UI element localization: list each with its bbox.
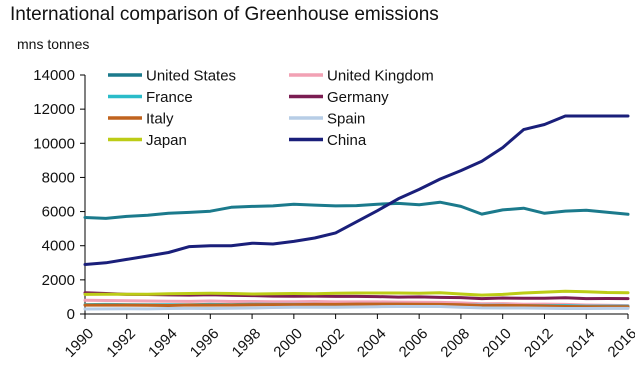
legend-item-germany: Germany: [289, 89, 389, 106]
y-tick-label: 2000: [42, 272, 75, 289]
legend-item-united-kingdom: United Kingdom: [289, 68, 434, 85]
y-tick-label: 12000: [33, 101, 75, 118]
legend-label: Italy: [146, 111, 174, 128]
y-tick-label: 8000: [42, 169, 75, 186]
legend-item-italy: Italy: [108, 111, 174, 128]
x-tick-label: 2004: [354, 325, 390, 361]
x-tick-label: 2006: [396, 325, 432, 361]
legend-label: United Kingdom: [327, 68, 434, 85]
x-tick-label: 2012: [521, 325, 557, 361]
x-tick-label: 1994: [145, 325, 181, 361]
y-tick-label: 0: [67, 306, 75, 323]
y-axis-unit-label: mns tonnes: [17, 36, 90, 52]
x-tick-label: 2008: [437, 325, 473, 361]
y-tick-label: 10000: [33, 135, 75, 152]
legend-label: China: [327, 132, 367, 149]
series-lines: [83, 114, 630, 311]
y-tick-label: 4000: [42, 238, 75, 255]
series-line-spain: [83, 305, 630, 311]
x-tick-label: 1998: [229, 325, 265, 361]
chart-title: International comparison of Greenhouse e…: [10, 4, 439, 25]
x-tick-label: 2002: [312, 325, 348, 361]
legend-item-japan: Japan: [108, 132, 187, 149]
legend-label: Spain: [327, 111, 365, 128]
x-tick-label: 2016: [605, 325, 635, 361]
legend-label: Germany: [327, 89, 389, 106]
x-tick-label: 1992: [103, 325, 139, 361]
x-tick-label: 2010: [479, 325, 515, 361]
x-tick-label: 1990: [62, 325, 98, 361]
y-tick-label: 14000: [33, 67, 75, 84]
series-line-china: [83, 114, 630, 266]
series-line-japan: [83, 289, 630, 297]
legend-label: Japan: [146, 132, 187, 149]
legend: United States United Kingdom France Germany…: [108, 68, 434, 149]
legend-item-united-states: United States: [108, 68, 236, 85]
y-tick-label: 6000: [42, 204, 75, 221]
series-line-italy: [83, 302, 630, 309]
series-line-united-states: [83, 200, 630, 220]
legend-item-spain: Spain: [289, 111, 365, 128]
x-tick-label: 1996: [187, 325, 223, 361]
x-tick-label: 2014: [563, 325, 599, 361]
legend-item-china: China: [289, 132, 367, 149]
legend-item-france: France: [108, 89, 193, 106]
legend-label: United States: [146, 68, 236, 85]
x-tick-label: 2000: [270, 325, 306, 361]
legend-label: France: [146, 89, 193, 106]
